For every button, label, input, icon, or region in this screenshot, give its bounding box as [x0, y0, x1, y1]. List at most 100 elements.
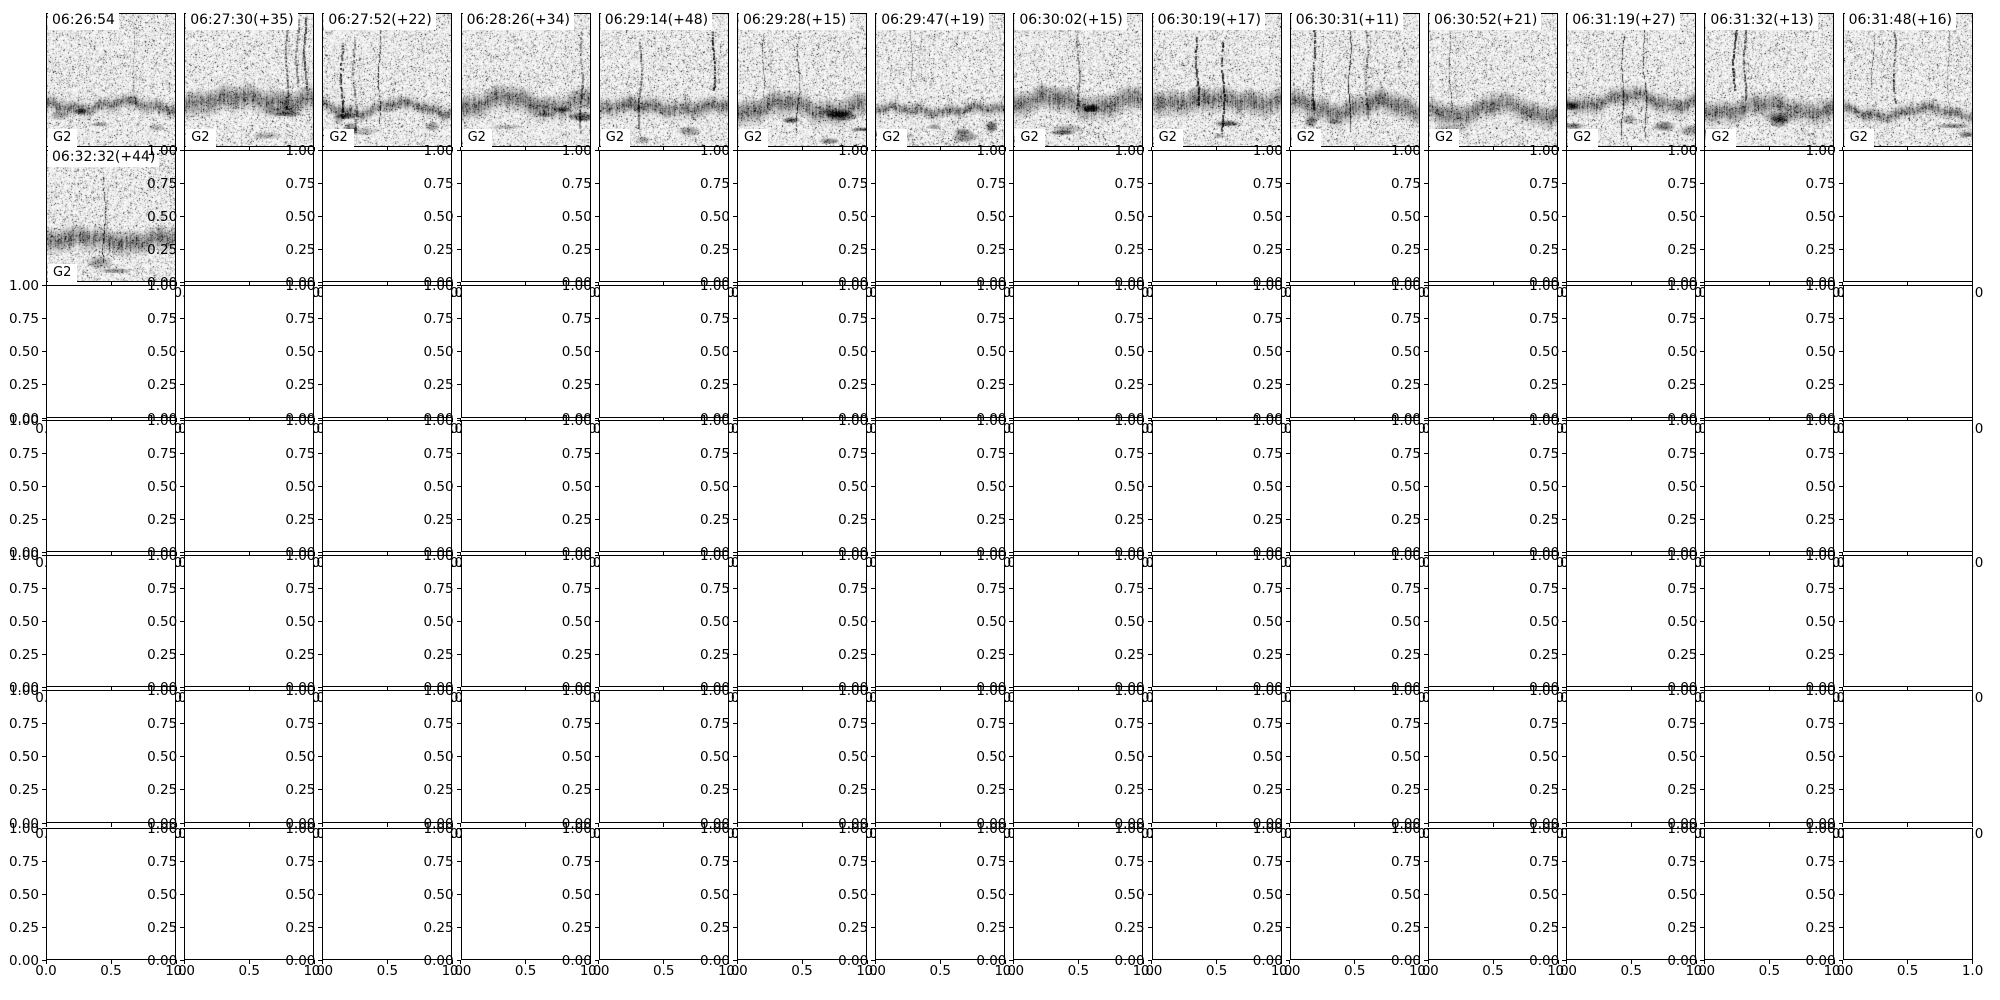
- x-tick-mark: [1833, 687, 1835, 691]
- y-tick-mark: [1562, 587, 1567, 589]
- x-tick-mark: [1354, 823, 1356, 827]
- y-tick-label: 1.00: [1529, 412, 1560, 429]
- empty-subplot: [322, 285, 453, 418]
- x-tick-mark: [1842, 552, 1844, 556]
- y-tick-mark: [456, 317, 461, 319]
- y-tick-mark: [594, 756, 599, 757]
- x-tick-mark: [1289, 823, 1291, 827]
- y-tick-label: 0.50: [1114, 344, 1145, 360]
- y-tick-label: 0.25: [1252, 511, 1283, 528]
- y-tick-mark: [1424, 959, 1428, 961]
- empty-subplot: [1842, 828, 1973, 960]
- y-tick-mark: [1562, 417, 1567, 419]
- x-tick-mark: [1695, 823, 1697, 827]
- y-tick-label: 0.00: [1529, 952, 1560, 969]
- x-tick-mark: [1354, 687, 1356, 691]
- y-tick-mark: [1838, 182, 1843, 184]
- y-tick-label: 0.75: [838, 175, 869, 192]
- empty-subplot: [1566, 420, 1697, 552]
- x-tick-mark: [1289, 282, 1291, 286]
- y-tick-label: 0.00: [8, 544, 39, 561]
- x-tick-mark: [801, 960, 803, 964]
- x-tick-mark: [525, 687, 527, 691]
- spectrogram-tile: 06:28:26(+34) G2: [460, 10, 591, 147]
- x-tick-mark: [1354, 147, 1356, 151]
- y-tick-mark: [1147, 384, 1152, 386]
- y-tick-label: 0.75: [1667, 445, 1698, 462]
- y-tick-label: 1.00: [838, 142, 869, 159]
- y-tick-mark: [1838, 587, 1843, 589]
- y-tick-mark: [1424, 789, 1428, 791]
- y-tick-label: 1.00: [1390, 547, 1421, 564]
- x-tick-mark: [1842, 147, 1844, 151]
- y-tick-mark: [456, 419, 461, 421]
- y-tick-label: 0.50: [423, 344, 454, 360]
- y-tick-mark: [1424, 284, 1428, 286]
- y-tick-mark: [1700, 620, 1705, 622]
- y-tick-mark: [42, 384, 46, 386]
- y-tick-label: 1.00: [976, 412, 1007, 429]
- y-tick-mark: [1147, 419, 1152, 421]
- y-tick-label: 0.25: [699, 377, 730, 394]
- y-tick-label: 0.25: [1529, 919, 1560, 936]
- y-tick-label: 0.50: [976, 886, 1007, 903]
- x-tick-mark: [248, 147, 250, 151]
- y-tick-label: 0.50: [561, 886, 592, 903]
- y-tick-label: 0.25: [1805, 782, 1836, 799]
- y-tick-mark: [1700, 182, 1705, 184]
- tile-channel-tag: G2: [324, 128, 354, 147]
- y-tick-label: 1.00: [1390, 277, 1421, 294]
- y-tick-mark: [180, 959, 185, 961]
- empty-subplot: [1704, 420, 1835, 552]
- empty-subplot: [1704, 555, 1835, 687]
- empty-subplot: [1566, 828, 1697, 960]
- empty-subplot: [875, 420, 1006, 552]
- y-tick-mark: [733, 827, 737, 829]
- y-tick-mark: [318, 518, 323, 520]
- empty-subplot: [598, 150, 729, 282]
- y-tick-mark: [1424, 756, 1428, 757]
- y-tick-mark: [594, 317, 599, 319]
- x-tick-mark: [1077, 282, 1079, 286]
- x-tick-mark: [1842, 687, 1844, 691]
- spectrogram-tile: 06:32:32(+44) G2: [46, 147, 176, 282]
- y-tick-mark: [318, 756, 323, 757]
- y-tick-label: 0.00: [1252, 952, 1283, 969]
- y-tick-mark: [1009, 182, 1014, 184]
- empty-subplot: [1704, 828, 1835, 960]
- x-tick-mark: [1354, 552, 1356, 556]
- y-tick-mark: [456, 452, 461, 454]
- x-tick-label: 0.5: [929, 962, 951, 979]
- y-tick-mark: [180, 417, 185, 419]
- y-tick-label: 0.25: [1667, 782, 1698, 799]
- y-tick-label: 0.50: [1667, 478, 1698, 495]
- y-tick-label: 1.00: [1114, 412, 1145, 429]
- y-tick-label: 0.25: [147, 377, 178, 394]
- y-tick-mark: [180, 686, 185, 688]
- y-tick-label: 0.00: [1805, 815, 1836, 832]
- y-tick-mark: [456, 551, 461, 553]
- y-tick-label: 0.00: [1252, 815, 1283, 832]
- y-tick-label: 0.25: [1390, 241, 1421, 258]
- x-tick-label: 1.0: [165, 962, 187, 979]
- spectrogram-image: [323, 14, 452, 146]
- x-tick-mark: [1630, 282, 1632, 286]
- y-tick-label: 0.50: [838, 208, 869, 225]
- y-tick-mark: [733, 182, 737, 184]
- x-tick-mark: [460, 552, 462, 556]
- x-tick-mark: [1004, 823, 1006, 827]
- empty-subplot: [1013, 420, 1144, 552]
- x-tick-label: 1.0: [1547, 962, 1569, 979]
- spectrogram-tile: 06:30:52(+21) G2: [1428, 10, 1558, 147]
- y-tick-mark: [318, 182, 323, 184]
- x-tick-mark: [451, 687, 453, 691]
- y-tick-label: 0.25: [423, 782, 454, 799]
- tile-channel-tag: G2: [877, 128, 907, 147]
- y-tick-mark: [1562, 756, 1567, 757]
- tile-channel-tag: G2: [1844, 128, 1874, 147]
- y-tick-mark: [456, 689, 461, 691]
- y-tick-label: 0.25: [1667, 919, 1698, 936]
- y-tick-mark: [1009, 248, 1014, 250]
- y-tick-mark: [733, 518, 737, 520]
- x-tick-mark: [1281, 418, 1283, 422]
